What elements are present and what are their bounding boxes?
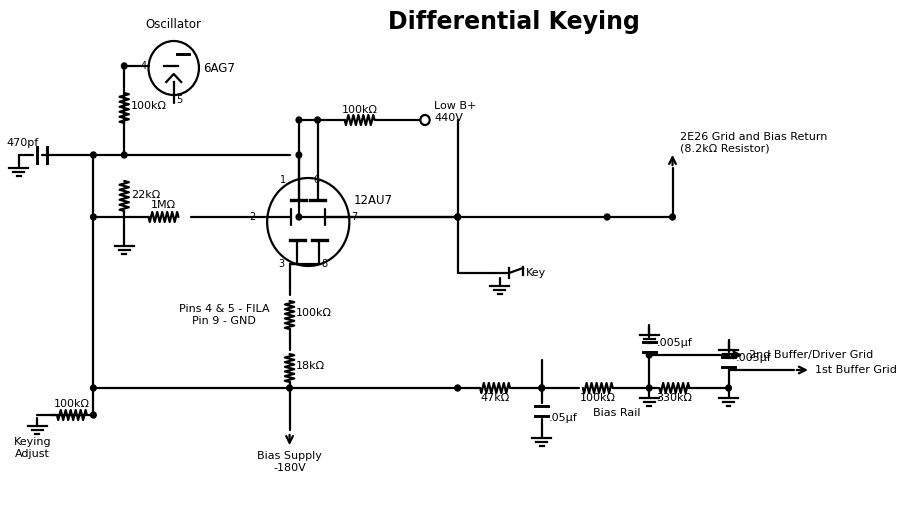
Text: 100kΩ: 100kΩ bbox=[54, 399, 90, 409]
Text: 470pf: 470pf bbox=[6, 138, 39, 148]
Circle shape bbox=[91, 152, 96, 158]
Text: 1MΩ: 1MΩ bbox=[150, 200, 176, 210]
Circle shape bbox=[296, 152, 302, 158]
Circle shape bbox=[122, 63, 127, 69]
Text: 2E26 Grid and Bias Return
(8.2kΩ Resistor): 2E26 Grid and Bias Return (8.2kΩ Resisto… bbox=[680, 132, 827, 154]
Circle shape bbox=[314, 117, 321, 123]
Text: 100kΩ: 100kΩ bbox=[341, 105, 378, 115]
Circle shape bbox=[122, 152, 127, 158]
Circle shape bbox=[91, 385, 96, 391]
Circle shape bbox=[726, 385, 732, 391]
Circle shape bbox=[296, 117, 302, 123]
Text: Oscillator: Oscillator bbox=[146, 18, 202, 31]
Circle shape bbox=[455, 214, 460, 220]
Text: 1st Buffer Grid: 1st Buffer Grid bbox=[815, 365, 896, 375]
Text: Pins 4 & 5 - FILA
Pin 9 - GND: Pins 4 & 5 - FILA Pin 9 - GND bbox=[179, 304, 269, 326]
Text: 8: 8 bbox=[322, 259, 327, 269]
Circle shape bbox=[91, 412, 96, 418]
Text: Keying
Adjust: Keying Adjust bbox=[14, 437, 51, 459]
Text: 6AG7: 6AG7 bbox=[203, 61, 234, 75]
Circle shape bbox=[605, 214, 610, 220]
Circle shape bbox=[455, 385, 460, 391]
Text: .05μf: .05μf bbox=[550, 413, 578, 423]
Text: Bias Supply
-180V: Bias Supply -180V bbox=[257, 451, 322, 473]
Text: 4: 4 bbox=[141, 61, 147, 71]
Circle shape bbox=[646, 385, 652, 391]
Circle shape bbox=[287, 385, 292, 391]
Text: 1: 1 bbox=[279, 175, 286, 185]
Text: 100kΩ: 100kΩ bbox=[131, 101, 167, 111]
Circle shape bbox=[296, 214, 302, 220]
Text: Low B+
440V: Low B+ 440V bbox=[434, 101, 477, 123]
Text: 100kΩ: 100kΩ bbox=[580, 393, 615, 403]
Text: 22kΩ: 22kΩ bbox=[131, 190, 160, 200]
Circle shape bbox=[91, 214, 96, 220]
Circle shape bbox=[539, 385, 544, 391]
Text: 3: 3 bbox=[278, 259, 284, 269]
Text: Key: Key bbox=[526, 268, 546, 278]
Text: 12AU7: 12AU7 bbox=[354, 194, 393, 206]
Text: .005μf: .005μf bbox=[657, 338, 692, 348]
Text: 6: 6 bbox=[314, 175, 320, 185]
Circle shape bbox=[539, 385, 544, 391]
Text: 100kΩ: 100kΩ bbox=[296, 308, 332, 318]
Text: 2nd Buffer/Driver Grid: 2nd Buffer/Driver Grid bbox=[749, 350, 873, 360]
Text: 2: 2 bbox=[250, 212, 256, 222]
Text: 330kΩ: 330kΩ bbox=[657, 393, 692, 403]
Circle shape bbox=[646, 352, 652, 358]
Circle shape bbox=[455, 214, 460, 220]
Text: .005μf: .005μf bbox=[736, 353, 772, 363]
Text: Bias Rail: Bias Rail bbox=[593, 408, 641, 418]
Circle shape bbox=[669, 214, 676, 220]
Text: 7: 7 bbox=[351, 212, 358, 222]
Text: Differential Keying: Differential Keying bbox=[387, 10, 640, 34]
Text: 5: 5 bbox=[177, 95, 183, 105]
Text: 47kΩ: 47kΩ bbox=[480, 393, 510, 403]
Text: 18kΩ: 18kΩ bbox=[296, 361, 325, 371]
